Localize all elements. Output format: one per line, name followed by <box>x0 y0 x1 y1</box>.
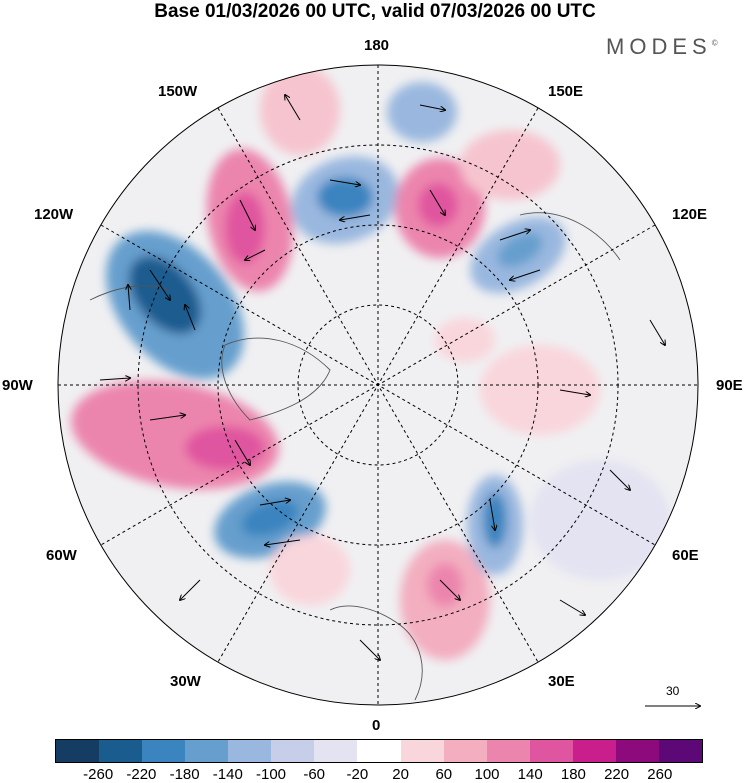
copyright-mark: © <box>711 38 718 48</box>
colorbar-segment <box>615 740 659 762</box>
colorbar-segment <box>271 740 315 762</box>
wind-vector <box>245 249 266 260</box>
wind-vector <box>128 285 130 311</box>
wind-vector <box>234 439 250 465</box>
colorbar-segment <box>228 740 272 762</box>
colorbar-tick-label: -260 <box>83 766 114 783</box>
anomaly-weak-negative <box>530 460 670 580</box>
wind-vector <box>559 599 585 615</box>
anomaly-negative <box>387 82 457 142</box>
anomaly-positive <box>460 130 560 200</box>
wind-vector <box>359 639 380 660</box>
wind-vector <box>149 415 185 421</box>
anomaly-positive <box>480 345 600 435</box>
wind-vector <box>259 500 290 506</box>
wind-vector <box>510 269 541 280</box>
wind-vector <box>419 104 445 110</box>
colorbar-tick-label: 60 <box>435 766 453 783</box>
modes-logo: MODES© <box>606 34 718 60</box>
graticule <box>58 65 698 705</box>
colorbar-tick-label: 100 <box>474 766 500 783</box>
colorbar-segment <box>357 740 401 762</box>
colorbar-segment <box>99 740 143 762</box>
brand-text: MODES <box>606 34 712 59</box>
colorbar-segment <box>314 740 358 762</box>
lon-label-90w: 90W <box>2 377 33 394</box>
colorbar-tick-label: -20 <box>346 766 369 783</box>
colorbar-tick-label: 140 <box>517 766 543 783</box>
coastline-europe <box>329 605 423 701</box>
lon-label-30w: 30W <box>170 673 201 690</box>
colorbar-segment <box>56 740 100 762</box>
colorbar-tick-label: 220 <box>604 766 630 783</box>
wind-vector <box>649 319 665 345</box>
lon-label-180: 180 <box>364 37 390 54</box>
anomaly-positive-core <box>185 426 265 470</box>
colorbar-segment <box>572 740 616 762</box>
meridian <box>100 224 656 546</box>
colorbar-segment <box>486 740 530 762</box>
wind-vector <box>180 579 201 600</box>
colorbar-tick-label: -100 <box>255 766 287 783</box>
anomaly-positive <box>270 535 350 605</box>
colorbar-segment <box>142 740 186 762</box>
anomaly-positive-core <box>418 183 458 227</box>
colorbar-tick-label: -140 <box>212 766 243 783</box>
anomaly-positive-core <box>225 192 265 264</box>
anomaly-negative-core <box>241 499 299 537</box>
anomaly-field <box>71 65 670 660</box>
lon-label-0: 0 <box>372 717 381 734</box>
wind-vector <box>340 214 371 220</box>
colorbar-tick-label: 180 <box>560 766 586 783</box>
wind-vector <box>285 95 301 121</box>
colorbar-segment <box>443 740 487 762</box>
map-title: Base 01/03/2026 00 UTC, valid 07/03/2026… <box>154 1 596 22</box>
wind-vector <box>609 469 630 490</box>
coastline-asia <box>519 212 621 261</box>
lon-label-60w: 60W <box>46 547 77 564</box>
anomaly-positive <box>260 65 340 155</box>
wind-vector <box>265 539 301 545</box>
colorbar-segment <box>658 740 702 762</box>
map-disk <box>58 65 698 705</box>
map-border <box>57 64 699 706</box>
wind-vector <box>439 579 460 600</box>
lon-label-150w: 150W <box>158 83 198 100</box>
wind-vector <box>185 305 196 331</box>
anomaly-negative-core <box>483 492 507 548</box>
coastline-greenland <box>221 337 331 421</box>
colorbar-tick-label: -220 <box>126 766 157 783</box>
wind-vector <box>499 230 530 241</box>
colorbar-tick-label: 20 <box>392 766 409 783</box>
lon-label-120w: 120W <box>34 206 74 223</box>
wind-vector <box>149 269 170 300</box>
lon-label-30e: 30E <box>548 673 575 690</box>
wind-vector <box>239 199 255 230</box>
colorbar-tick-label: 260 <box>647 766 673 783</box>
colorbar-segment <box>400 740 444 762</box>
wind-vector <box>559 389 590 395</box>
wind-reference-label: 30 <box>666 684 680 698</box>
colorbar-segment <box>529 740 573 762</box>
colorbar <box>55 739 703 763</box>
wind-vector <box>489 499 495 530</box>
lon-label-150e: 150E <box>548 83 584 100</box>
colorbar-tick-label: -60 <box>303 766 326 783</box>
wind-vector <box>99 378 130 380</box>
anomaly-positive <box>435 318 495 362</box>
wind-vector <box>329 179 360 185</box>
latitude-circle <box>297 304 459 466</box>
colorbar-segment <box>185 740 229 762</box>
wind-vectors <box>99 95 665 660</box>
wind-vector <box>429 189 445 215</box>
lon-label-90e: 90E <box>716 377 743 394</box>
colorbar-tick-label: -180 <box>169 766 200 783</box>
lon-label-120e: 120E <box>672 206 708 223</box>
lon-label-60e: 60E <box>672 547 699 564</box>
anomaly-negative-core <box>497 232 543 268</box>
